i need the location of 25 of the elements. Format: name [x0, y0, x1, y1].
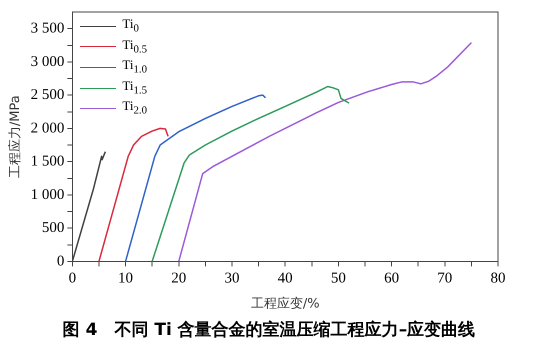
y-tick-label: 2 500 — [30, 87, 64, 104]
legend-label: Ti$_{0}$ — [122, 16, 139, 37]
y-tick-label: 1 000 — [30, 186, 64, 203]
y-tick-label: 0 — [56, 253, 64, 270]
text: 图 4 不同 Ti 含量合金的室温压缩工程应力–应变曲线 — [62, 319, 476, 341]
x-tick-label: 10 — [118, 270, 134, 286]
x-tick-label: 70 — [437, 270, 452, 286]
legend-label: Ti$_{1.5}$ — [122, 78, 147, 98]
legend-label: Ti$_{0.5}$ — [122, 36, 147, 58]
x-tick-label: 0 — [68, 270, 76, 286]
y-tick-label: 3 000 — [30, 54, 64, 70]
x-tick-label: 80 — [490, 270, 506, 286]
x-tick-label: 30 — [224, 270, 240, 286]
y-tick-label: 3 500 — [30, 20, 64, 37]
x-axis-title: 工程应变/% — [250, 296, 320, 312]
x-tick-label: 20 — [171, 270, 186, 286]
y-tick-label: 500 — [42, 220, 64, 236]
x-tick-label: 50 — [330, 270, 346, 286]
legend-label: Ti$_{2.0}$ — [122, 98, 147, 119]
y-tick-label: 1 500 — [30, 154, 64, 170]
legend-label: Ti$_{1.0}$ — [122, 57, 147, 78]
x-tick-label: 40 — [278, 270, 293, 286]
x-tick-label: 60 — [384, 270, 400, 286]
y-tick-label: 2 000 — [30, 120, 64, 136]
y-axis-title: 工程应力/MPa — [7, 95, 24, 178]
